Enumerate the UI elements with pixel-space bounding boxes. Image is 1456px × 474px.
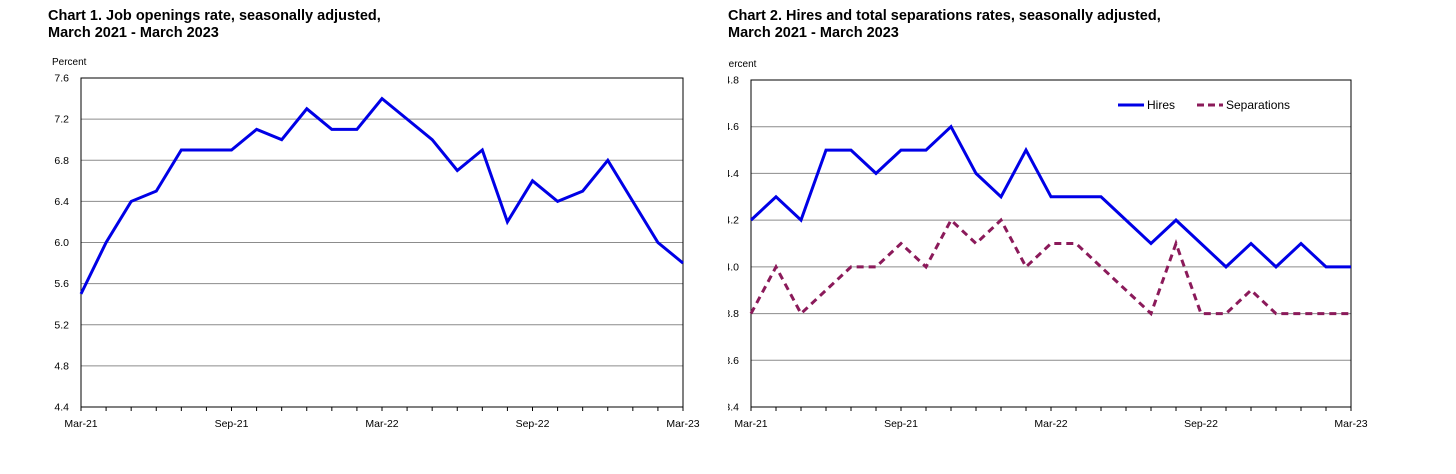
chart-title-line1: Chart 2. Hires and total separations rat… (728, 8, 1161, 24)
y-tick-label: 6.4 (54, 196, 69, 208)
legend-label: Separations (1226, 98, 1290, 112)
legend-label: Hires (1147, 98, 1175, 112)
chart-subtitle: March 2021 - March 2023 (728, 25, 899, 41)
y-tick-label: 3.6 (728, 355, 739, 367)
chart-plot-area: 4.4 4.8 5.2 5.6 6.0 6.4 6.8 7.2 7.6 Percent Mar-21… (52, 57, 700, 430)
x-tick-label: Mar-23 (1334, 418, 1367, 430)
y-tick-label: 4.2 (728, 215, 739, 227)
y-axis-unit-label: Percent (728, 59, 757, 70)
x-tick-label: Mar-21 (734, 418, 767, 430)
y-tick-label: 5.6 (54, 278, 69, 290)
x-tick-label: Sep-22 (1184, 418, 1218, 430)
chart-hires-separations: Chart 2. Hires and total separations rat… (728, 0, 1456, 474)
x-tick-label: Sep-21 (884, 418, 918, 430)
y-tick-label: 4.4 (54, 402, 69, 414)
chart-title: Chart 1. Job openings rate, seasonally a… (48, 8, 381, 42)
chart-subtitle: March 2021 - March 2023 (48, 25, 219, 41)
y-tick-label: 6.8 (54, 155, 69, 167)
y-tick-label: 7.2 (54, 114, 69, 126)
y-tick-label: 5.2 (54, 319, 69, 331)
y-tick-label: 3.8 (728, 308, 739, 320)
x-tick-label: Mar-23 (666, 418, 699, 430)
x-tick-label: Mar-21 (64, 418, 97, 430)
y-tick-label: 7.6 (54, 73, 69, 85)
y-axis-unit-label: Percent (52, 57, 87, 68)
y-tick-label: 4.6 (728, 121, 739, 133)
chart-title: Chart 2. Hires and total separations rat… (728, 8, 1161, 42)
x-tick-label: Mar-22 (1034, 418, 1067, 430)
y-tick-label: 4.4 (728, 168, 739, 180)
chart-plot-area: 3.4 3.6 3.8 4.0 4.2 4.4 4.6 4.8 Percent Mar-21 Sep… (728, 59, 1368, 430)
x-tick-label: Sep-22 (516, 418, 550, 430)
y-tick-label: 4.0 (728, 261, 739, 273)
series-line-job-openings (79, 96, 684, 295)
y-tick-label: 3.4 (728, 402, 739, 414)
chart-title-line1: Chart 1. Job openings rate, seasonally a… (48, 8, 381, 24)
y-tick-label: 4.8 (728, 75, 739, 87)
x-tick-label: Mar-22 (365, 418, 398, 430)
y-tick-label: 4.8 (54, 360, 69, 372)
x-tick-label: Sep-21 (215, 418, 249, 430)
y-tick-label: 6.0 (54, 237, 69, 249)
chart-job-openings: Chart 1. Job openings rate, seasonally a… (48, 8, 700, 430)
